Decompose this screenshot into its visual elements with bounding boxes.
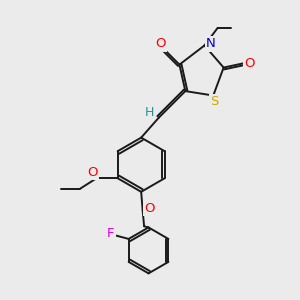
Text: N: N: [206, 38, 216, 50]
Text: O: O: [88, 166, 98, 179]
Text: F: F: [107, 227, 115, 240]
Text: O: O: [155, 38, 166, 50]
Text: O: O: [144, 202, 154, 215]
Text: H: H: [145, 106, 154, 119]
Text: S: S: [210, 95, 218, 108]
Text: O: O: [244, 57, 255, 70]
